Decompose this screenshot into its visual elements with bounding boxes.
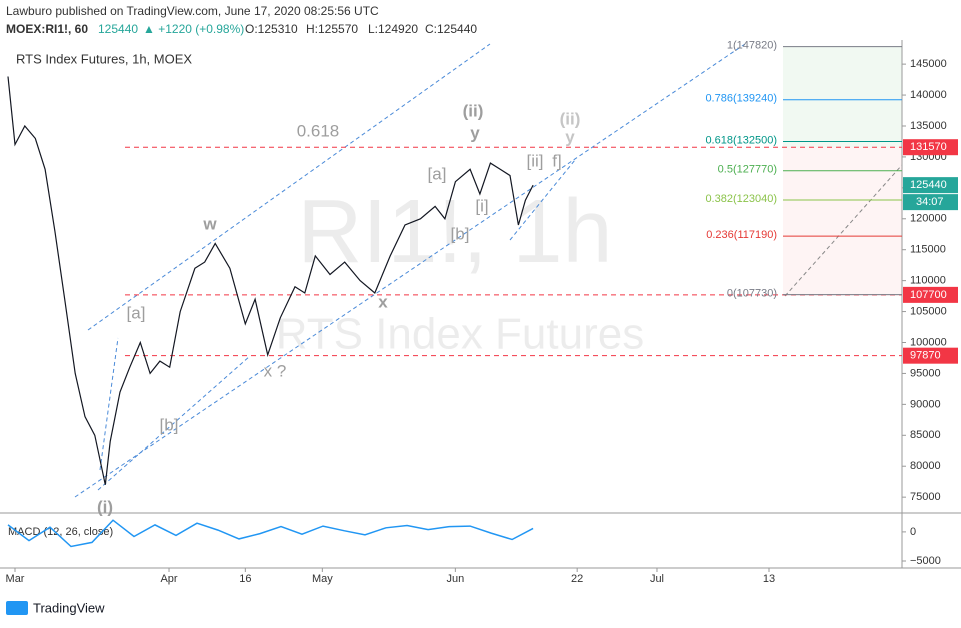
countdown-badge [903, 194, 958, 211]
logo [6, 601, 28, 615]
channel-line [87, 43, 491, 331]
channel-line [74, 43, 746, 498]
annotation: [a] [428, 164, 447, 183]
x-tick-label: May [312, 573, 333, 585]
x-tick-label: 13 [763, 573, 775, 585]
fib-label: 0.236(117190) [706, 229, 777, 241]
fib-zone-lower [783, 147, 902, 296]
channels [74, 43, 903, 498]
fib-zone-upper [783, 47, 902, 147]
annotation: [b] [451, 224, 470, 243]
fib-trend [784, 164, 903, 297]
price-badge-label: 107700 [910, 289, 947, 301]
y-tick-label: 110000 [910, 275, 946, 287]
annotation: w [202, 214, 217, 233]
open: O:125310 [245, 22, 298, 36]
chart-title: RTS Index Futures, 1h, MOEX [16, 51, 192, 66]
symbol: MOEX:RI1!, 60 [6, 22, 88, 36]
annotation: 0.618 [297, 121, 340, 140]
annotation: [b] [160, 415, 179, 434]
annotation: (ii) [463, 101, 484, 120]
fib-label: 0.786(139240) [705, 93, 777, 105]
x-tick-label: Jul [650, 573, 664, 585]
fib-label: 0.5(127770) [718, 164, 777, 176]
price-badge [903, 177, 958, 194]
channel-line [509, 159, 576, 241]
channel-line [97, 355, 251, 491]
y-tick-label: 90000 [910, 398, 941, 410]
close: C:125440 [425, 22, 477, 36]
y-tick-label: 145000 [910, 58, 947, 70]
high: H:125570 [306, 22, 358, 36]
price-line [7, 76, 534, 485]
y-tick-label: 85000 [910, 429, 941, 441]
y-tick-label: 140000 [910, 89, 947, 101]
annotation: x ? [264, 361, 287, 380]
low: L:124920 [368, 22, 418, 36]
countdown: 34:07 [916, 196, 944, 208]
y-tick-label: 105000 [910, 305, 947, 317]
y-tick-label: 120000 [910, 213, 947, 225]
annotation: y [565, 127, 575, 146]
price-badge-label: 97870 [910, 350, 941, 362]
watermark: RI1!, 1h [297, 182, 612, 282]
annotation: f] [552, 151, 561, 170]
y-tick-label: 100000 [910, 336, 947, 348]
macd-title: MACD (12, 26, close) [8, 526, 113, 538]
annotations: 0.618 (ii) y (ii) y [a] [ii] f] [i] [b] … [97, 101, 580, 516]
fib-label: 0.382(123040) [705, 193, 777, 205]
y-tick-label: 115000 [910, 244, 946, 256]
price-badge [903, 139, 958, 156]
x-tick-label: 22 [571, 573, 583, 585]
price-line [7, 519, 534, 548]
price-badge [903, 347, 958, 364]
last-price: 125440 [98, 22, 138, 36]
y-tick-label: 75000 [910, 491, 941, 503]
fib-label: 0.618(132500) [705, 134, 777, 146]
y-tick-label: 80000 [910, 460, 941, 472]
annotation: [ii] [527, 151, 544, 170]
watermark-sub: RTS Index Futures [276, 310, 644, 359]
annotation: x [378, 292, 388, 311]
fib-label: 0(107730) [727, 288, 777, 300]
annotation: [i] [475, 196, 488, 215]
annotation: (ii) [560, 109, 581, 128]
annotation: (i) [97, 497, 113, 516]
x-tick-label: Mar [6, 573, 25, 585]
price-badge-label: 131570 [910, 141, 947, 153]
x-tick-label: Jun [446, 573, 464, 585]
price-badge [903, 286, 958, 303]
change: ▲ +1220 (+0.98%) [143, 22, 244, 36]
publisher: Lawburo published on TradingView.com, Ju… [6, 4, 379, 18]
x-tick-label: 16 [239, 573, 251, 585]
price-badge-label: 125440 [910, 179, 947, 191]
channel-line [99, 337, 119, 471]
fib-label: 1(147820) [727, 40, 777, 52]
footer-brand[interactable]: TradingView [33, 600, 105, 615]
y-tick-label: 135000 [910, 120, 947, 132]
y-tick-label: 0 [910, 526, 916, 538]
y-tick-label: −5000 [910, 555, 941, 567]
y-tick-label: 95000 [910, 367, 941, 379]
x-tick-label: Apr [160, 573, 177, 585]
annotation: y [470, 123, 480, 142]
annotation: [a] [127, 303, 146, 322]
